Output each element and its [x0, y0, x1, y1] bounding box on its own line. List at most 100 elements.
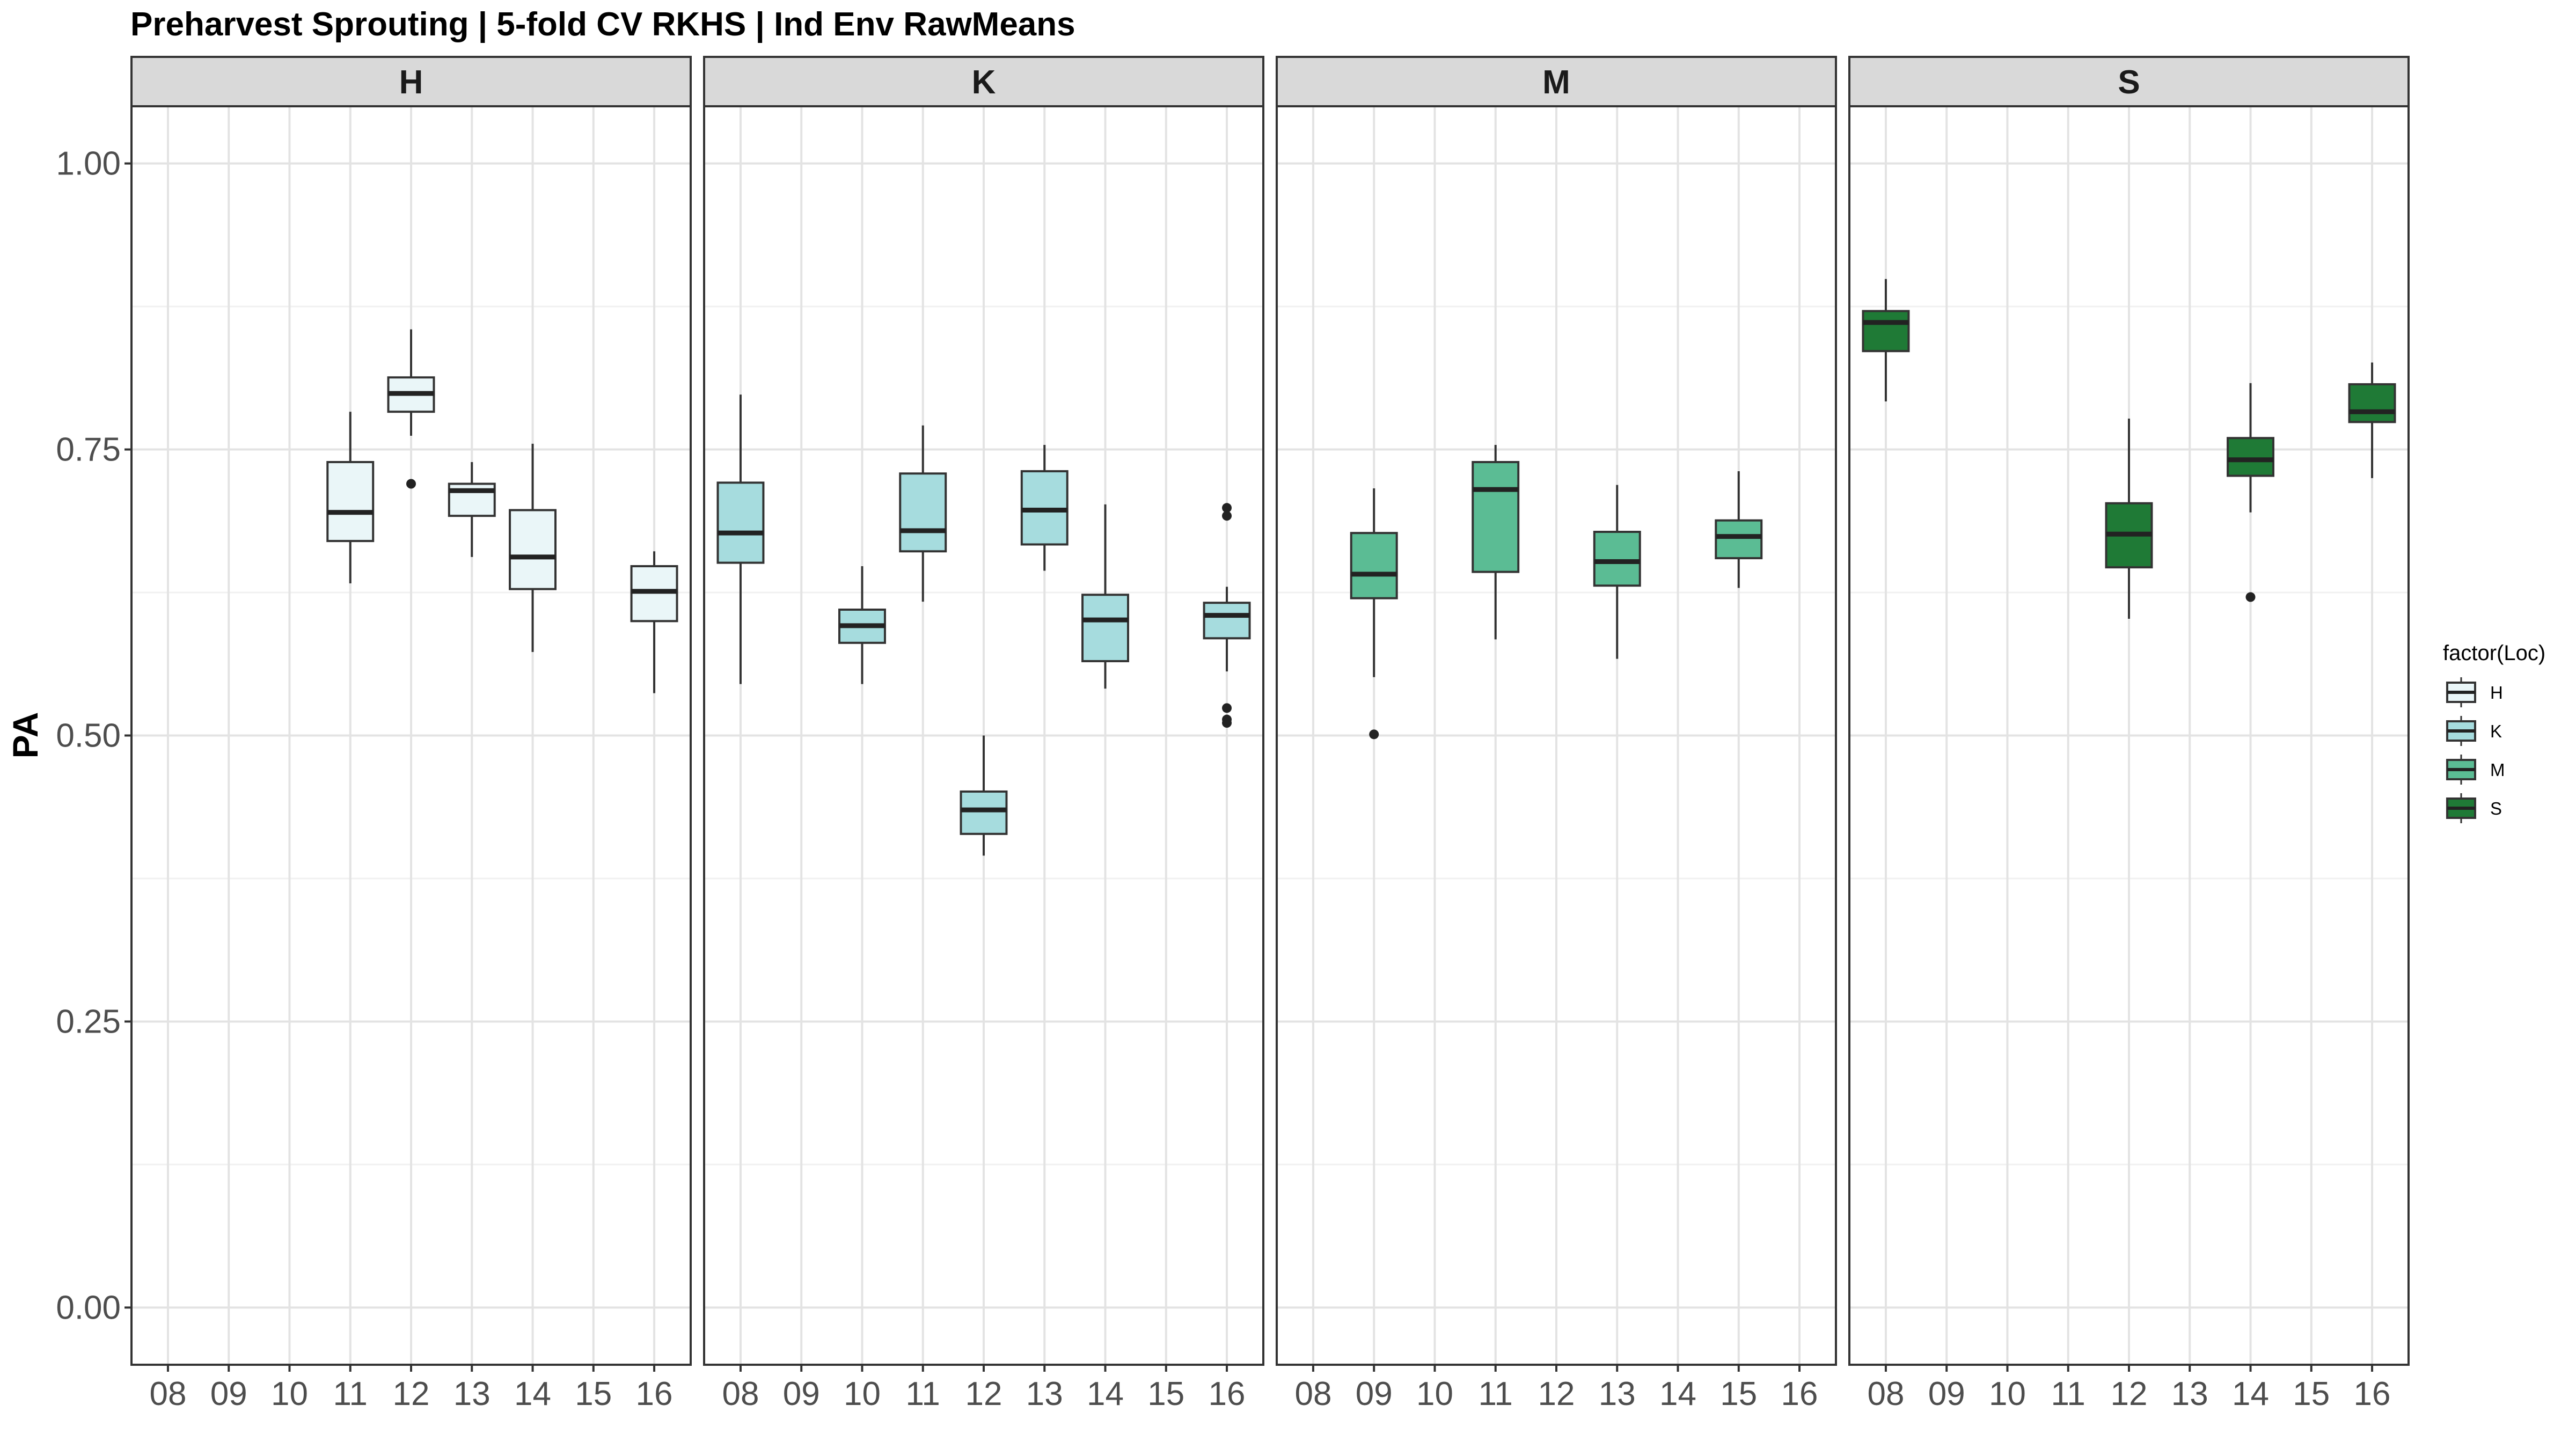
x-tick-label: 12 [1538, 1375, 1575, 1413]
y-axis-ticks: 0.00 0.25 0.50 0.75 1.00 [56, 145, 131, 1326]
x-tick-label: 08 [1867, 1375, 1904, 1413]
legend-key-k: K [2446, 716, 2502, 746]
x-tick-label: 14 [1659, 1375, 1696, 1413]
y-tick-label: 0.75 [56, 431, 121, 469]
x-tick-label: 13 [453, 1375, 491, 1413]
box-iqr [960, 790, 1008, 835]
x-tick-label: 09 [1928, 1375, 1965, 1413]
outlier-point [1222, 511, 1232, 521]
facet-panel-h: H 08 09 10 11 12 13 14 15 16 [130, 56, 692, 1413]
legend-key-h: H [2446, 677, 2503, 707]
x-tick-label: 08 [722, 1375, 759, 1413]
x-tick-label: 08 [149, 1375, 186, 1413]
legend-label: H [2490, 683, 2503, 702]
facet-strip [703, 56, 1264, 107]
box-h-14 [509, 443, 557, 652]
box-h-13 [448, 462, 496, 557]
box-s-12 [2105, 418, 2153, 619]
x-tick-label: 16 [1781, 1375, 1818, 1413]
box-iqr [1862, 310, 1910, 353]
x-tick-label: 10 [1416, 1375, 1453, 1413]
box-iqr [1472, 460, 1520, 573]
x-tick-label: 10 [1989, 1375, 2026, 1413]
x-tick-label: 11 [1479, 1375, 1513, 1413]
x-tick-label: 16 [1209, 1375, 1246, 1413]
outlier-point [1222, 703, 1232, 713]
legend-label: S [2490, 799, 2502, 818]
box-m-15 [1715, 471, 1763, 588]
box-k-12 [960, 735, 1008, 856]
facet-strip [1276, 56, 1837, 107]
outlier-point [1222, 503, 1232, 513]
facet-strip-label: H [399, 64, 423, 101]
y-tick-label: 0.25 [56, 1003, 121, 1040]
box-iqr [1350, 532, 1398, 599]
facet-panel-k: K 08 09 10 11 12 13 14 15 16 [703, 56, 1264, 1413]
y-tick-label: 0.50 [56, 718, 121, 755]
x-tick-label: 12 [2111, 1375, 2148, 1413]
y-tick-label: 1.00 [56, 145, 121, 182]
legend-title: factor(Loc) [2443, 641, 2545, 665]
box-h-12 [387, 329, 435, 489]
box-m-13 [1593, 485, 1641, 659]
chart-title: Preharvest Sprouting | 5-fold CV RKHS | … [130, 6, 1075, 43]
box-iqr [1593, 531, 1641, 587]
facet-strip-label: K [972, 64, 996, 101]
facet-panel-s: S 08 09 10 11 12 13 14 15 16 [1848, 56, 2410, 1413]
legend-key-s: S [2446, 793, 2502, 823]
box-k-14 [1081, 504, 1129, 689]
x-tick-label: 16 [636, 1375, 673, 1413]
box-iqr [899, 472, 947, 553]
x-tick-label: 09 [210, 1375, 247, 1413]
outlier-point [2245, 592, 2256, 602]
box-k-16 [1203, 503, 1251, 728]
box-iqr [716, 481, 765, 564]
box-iqr [1203, 602, 1251, 640]
x-tick-label: 15 [575, 1375, 612, 1413]
x-tick-label: 13 [2171, 1375, 2208, 1413]
outlier-point [1369, 729, 1379, 740]
x-tick-label: 11 [333, 1375, 368, 1413]
box-k-11 [899, 425, 947, 602]
box-iqr [2348, 383, 2396, 423]
box-k-10 [838, 566, 886, 684]
x-tick-label: 13 [1026, 1375, 1063, 1413]
box-s-08 [1862, 279, 1910, 402]
box-iqr [1715, 519, 1763, 560]
x-tick-label: 16 [2354, 1375, 2391, 1413]
box-k-13 [1020, 445, 1069, 571]
facet-panels: H 08 09 10 11 12 13 14 15 16 K 08 09 10 11 12 13 14 15 16 M 0… [130, 56, 2410, 1413]
box-iqr [1081, 594, 1129, 662]
x-tick-label: 10 [271, 1375, 308, 1413]
x-tick-label: 08 [1294, 1375, 1331, 1413]
box-s-16 [2348, 362, 2396, 478]
x-tick-label: 15 [1720, 1375, 1757, 1413]
legend-label: M [2490, 760, 2505, 780]
box-m-11 [1472, 445, 1520, 640]
box-m-09 [1350, 488, 1398, 740]
box-k-08 [716, 394, 765, 684]
box-iqr [2227, 437, 2274, 477]
facet-panel-m: M 08 09 10 11 12 13 14 15 16 [1276, 56, 1837, 1413]
outlier-point [1222, 718, 1232, 728]
x-tick-label: 14 [514, 1375, 551, 1413]
x-tick-label: 12 [393, 1375, 430, 1413]
box-iqr [326, 460, 375, 543]
x-tick-label: 11 [2051, 1375, 2085, 1413]
box-s-14 [2227, 383, 2274, 602]
x-tick-label: 14 [2232, 1375, 2269, 1413]
box-iqr [509, 509, 557, 590]
x-tick-label: 09 [1356, 1375, 1393, 1413]
legend-label: K [2490, 721, 2502, 741]
y-tick-label: 0.00 [56, 1289, 121, 1326]
x-tick-label: 13 [1599, 1375, 1636, 1413]
outlier-point [406, 479, 416, 489]
facet-strip [130, 56, 692, 107]
facet-strip [1848, 56, 2410, 107]
x-tick-label: 12 [965, 1375, 1002, 1413]
y-axis-title: PA [5, 712, 45, 759]
x-tick-label: 09 [783, 1375, 820, 1413]
